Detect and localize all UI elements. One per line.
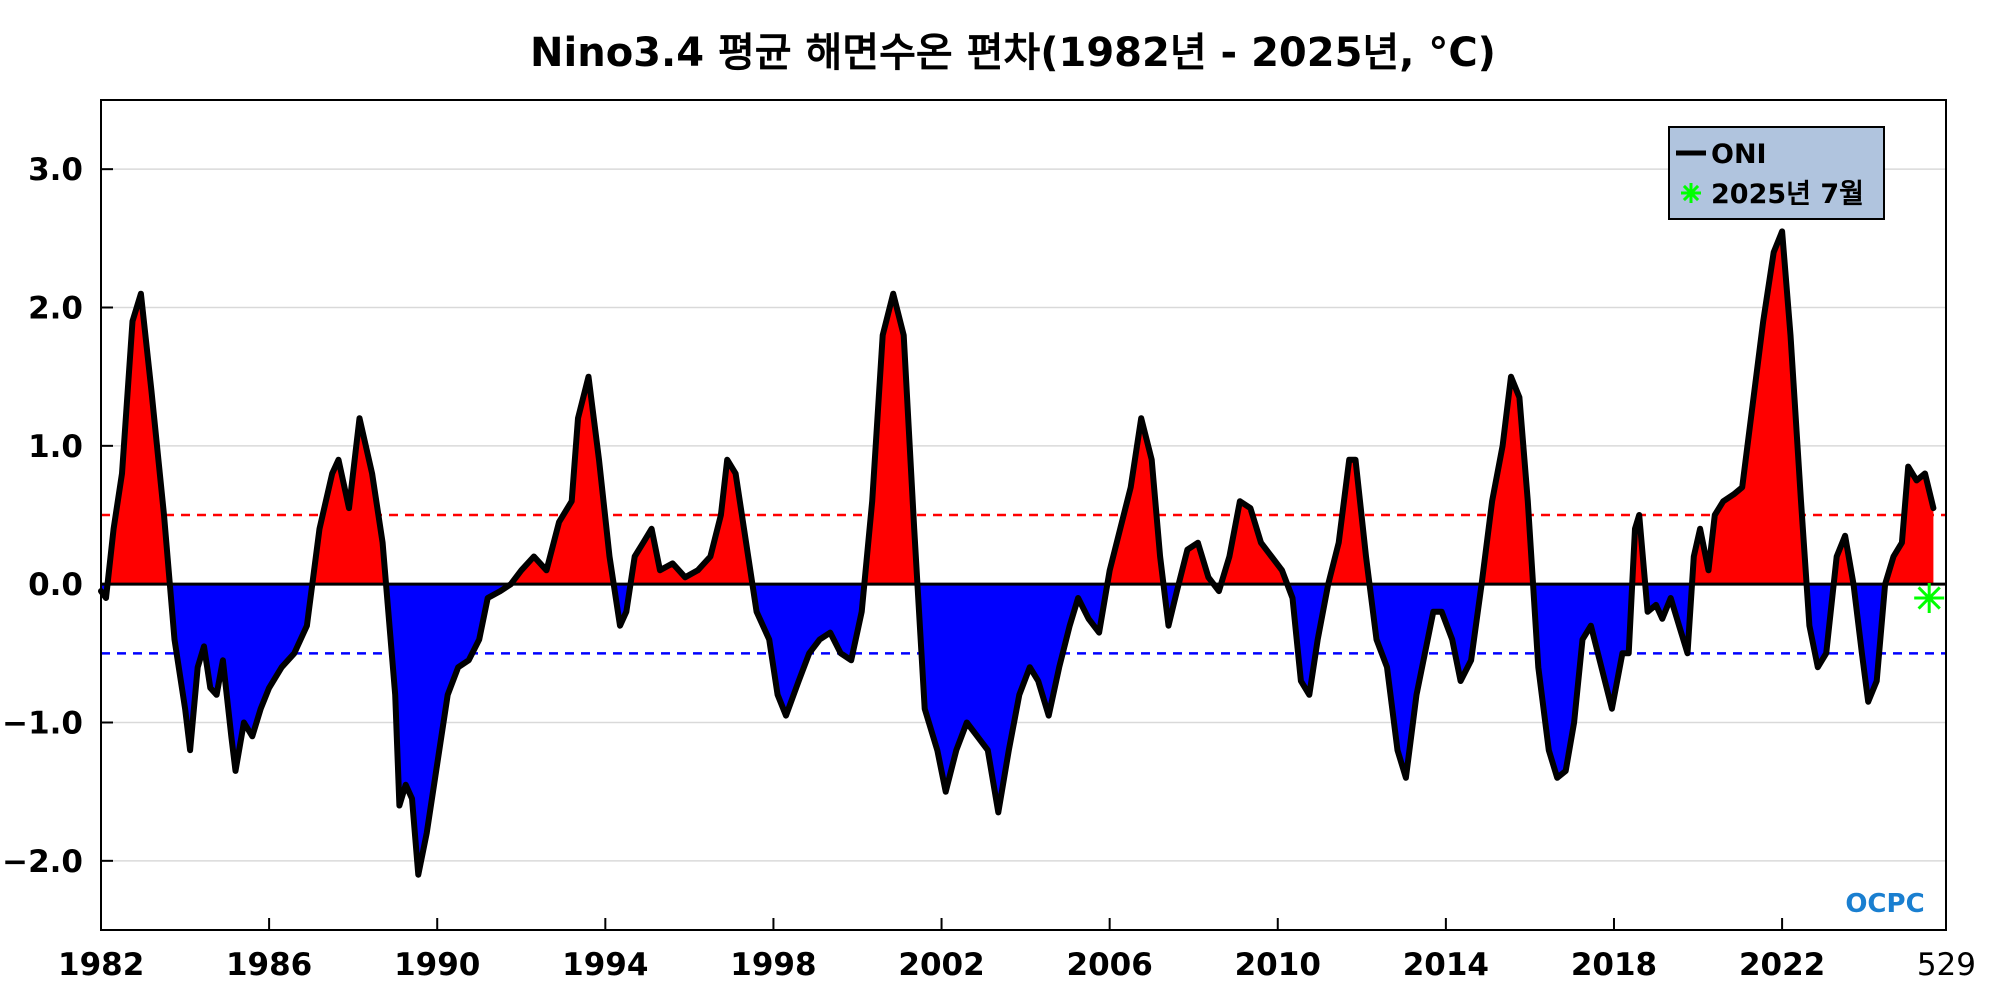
x-tick-label: 2002 — [898, 947, 984, 983]
y-tick-label: −1.0 — [2, 706, 83, 742]
negative-anomaly-area — [101, 585, 1886, 875]
x-tick-label: 2014 — [1403, 947, 1489, 983]
ocpc-logo-text: OCPC — [1845, 889, 1924, 919]
current-month-marker — [1914, 583, 1945, 613]
legend-current-label: 2025년 7월 — [1711, 179, 1864, 210]
x-tick-label: 1990 — [394, 947, 480, 983]
plot-area — [98, 99, 1947, 931]
y-tick-label: 1.0 — [28, 429, 83, 465]
anomaly-areas — [101, 231, 1934, 875]
y-axis: −2.0 −1.0 0.0 1.0 2.0 3.0 — [2, 152, 113, 880]
legend-box — [1668, 126, 1885, 220]
x-tick-label: 1982 — [58, 947, 144, 983]
legend-asterisk-icon — [1681, 183, 1701, 203]
oni-line — [98, 228, 1937, 878]
chart-title: Nino3.4 평균 해면수온 편차(1982년 - 2025년, °C) — [530, 30, 1496, 76]
plot-frame — [100, 99, 1947, 931]
x-tick-label: 2010 — [1235, 947, 1321, 983]
y-tick-label: −2.0 — [2, 844, 83, 880]
x-tick-label: 2022 — [1739, 947, 1825, 983]
legend: ONI 2025년 7월 — [1668, 126, 1885, 220]
x-tick-label: 2018 — [1571, 947, 1657, 983]
x-tick-label: 1986 — [226, 947, 312, 983]
ocpc-logo: OCPC — [1845, 889, 1924, 919]
y-tick-label: 0.0 — [28, 567, 83, 603]
x-tick-label: 2006 — [1067, 947, 1153, 983]
x-axis: 1982 1986 1990 1994 1998 2002 2006 2010 2014 2018… — [58, 918, 1825, 983]
asterisk-stroke — [1682, 184, 1700, 202]
page-number: 529 — [1917, 947, 1976, 983]
x-tick-label: 1994 — [562, 947, 648, 983]
y-tick-label: 2.0 — [28, 291, 83, 327]
y-tick-label: 3.0 — [28, 152, 83, 188]
asterisk-stroke — [1917, 586, 1941, 610]
x-tick-label: 1998 — [730, 947, 816, 983]
legend-oni-label: ONI — [1711, 139, 1767, 170]
positive-anomaly-area — [101, 231, 1934, 585]
